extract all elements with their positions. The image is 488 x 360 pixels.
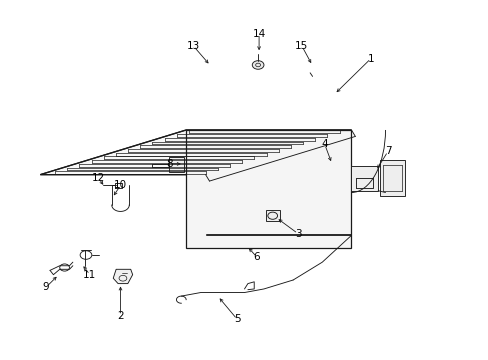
Text: 12: 12 xyxy=(92,173,105,183)
Polygon shape xyxy=(351,166,377,191)
Text: 14: 14 xyxy=(252,28,265,39)
Text: 6: 6 xyxy=(253,252,260,262)
Circle shape xyxy=(252,61,264,69)
Polygon shape xyxy=(169,157,183,172)
Text: 2: 2 xyxy=(117,311,123,321)
Polygon shape xyxy=(186,130,351,248)
Polygon shape xyxy=(266,210,279,221)
Text: 13: 13 xyxy=(186,41,200,51)
Text: 7: 7 xyxy=(384,147,390,157)
Text: 8: 8 xyxy=(165,159,172,169)
Text: 11: 11 xyxy=(83,270,96,280)
Polygon shape xyxy=(113,269,132,284)
Polygon shape xyxy=(379,160,404,196)
Text: 9: 9 xyxy=(43,282,49,292)
Text: 10: 10 xyxy=(114,180,127,190)
Polygon shape xyxy=(40,130,351,175)
Text: 1: 1 xyxy=(367,54,373,64)
Text: 3: 3 xyxy=(294,229,301,239)
Text: 4: 4 xyxy=(321,139,327,149)
Text: 5: 5 xyxy=(233,314,240,324)
Text: 15: 15 xyxy=(295,41,308,51)
